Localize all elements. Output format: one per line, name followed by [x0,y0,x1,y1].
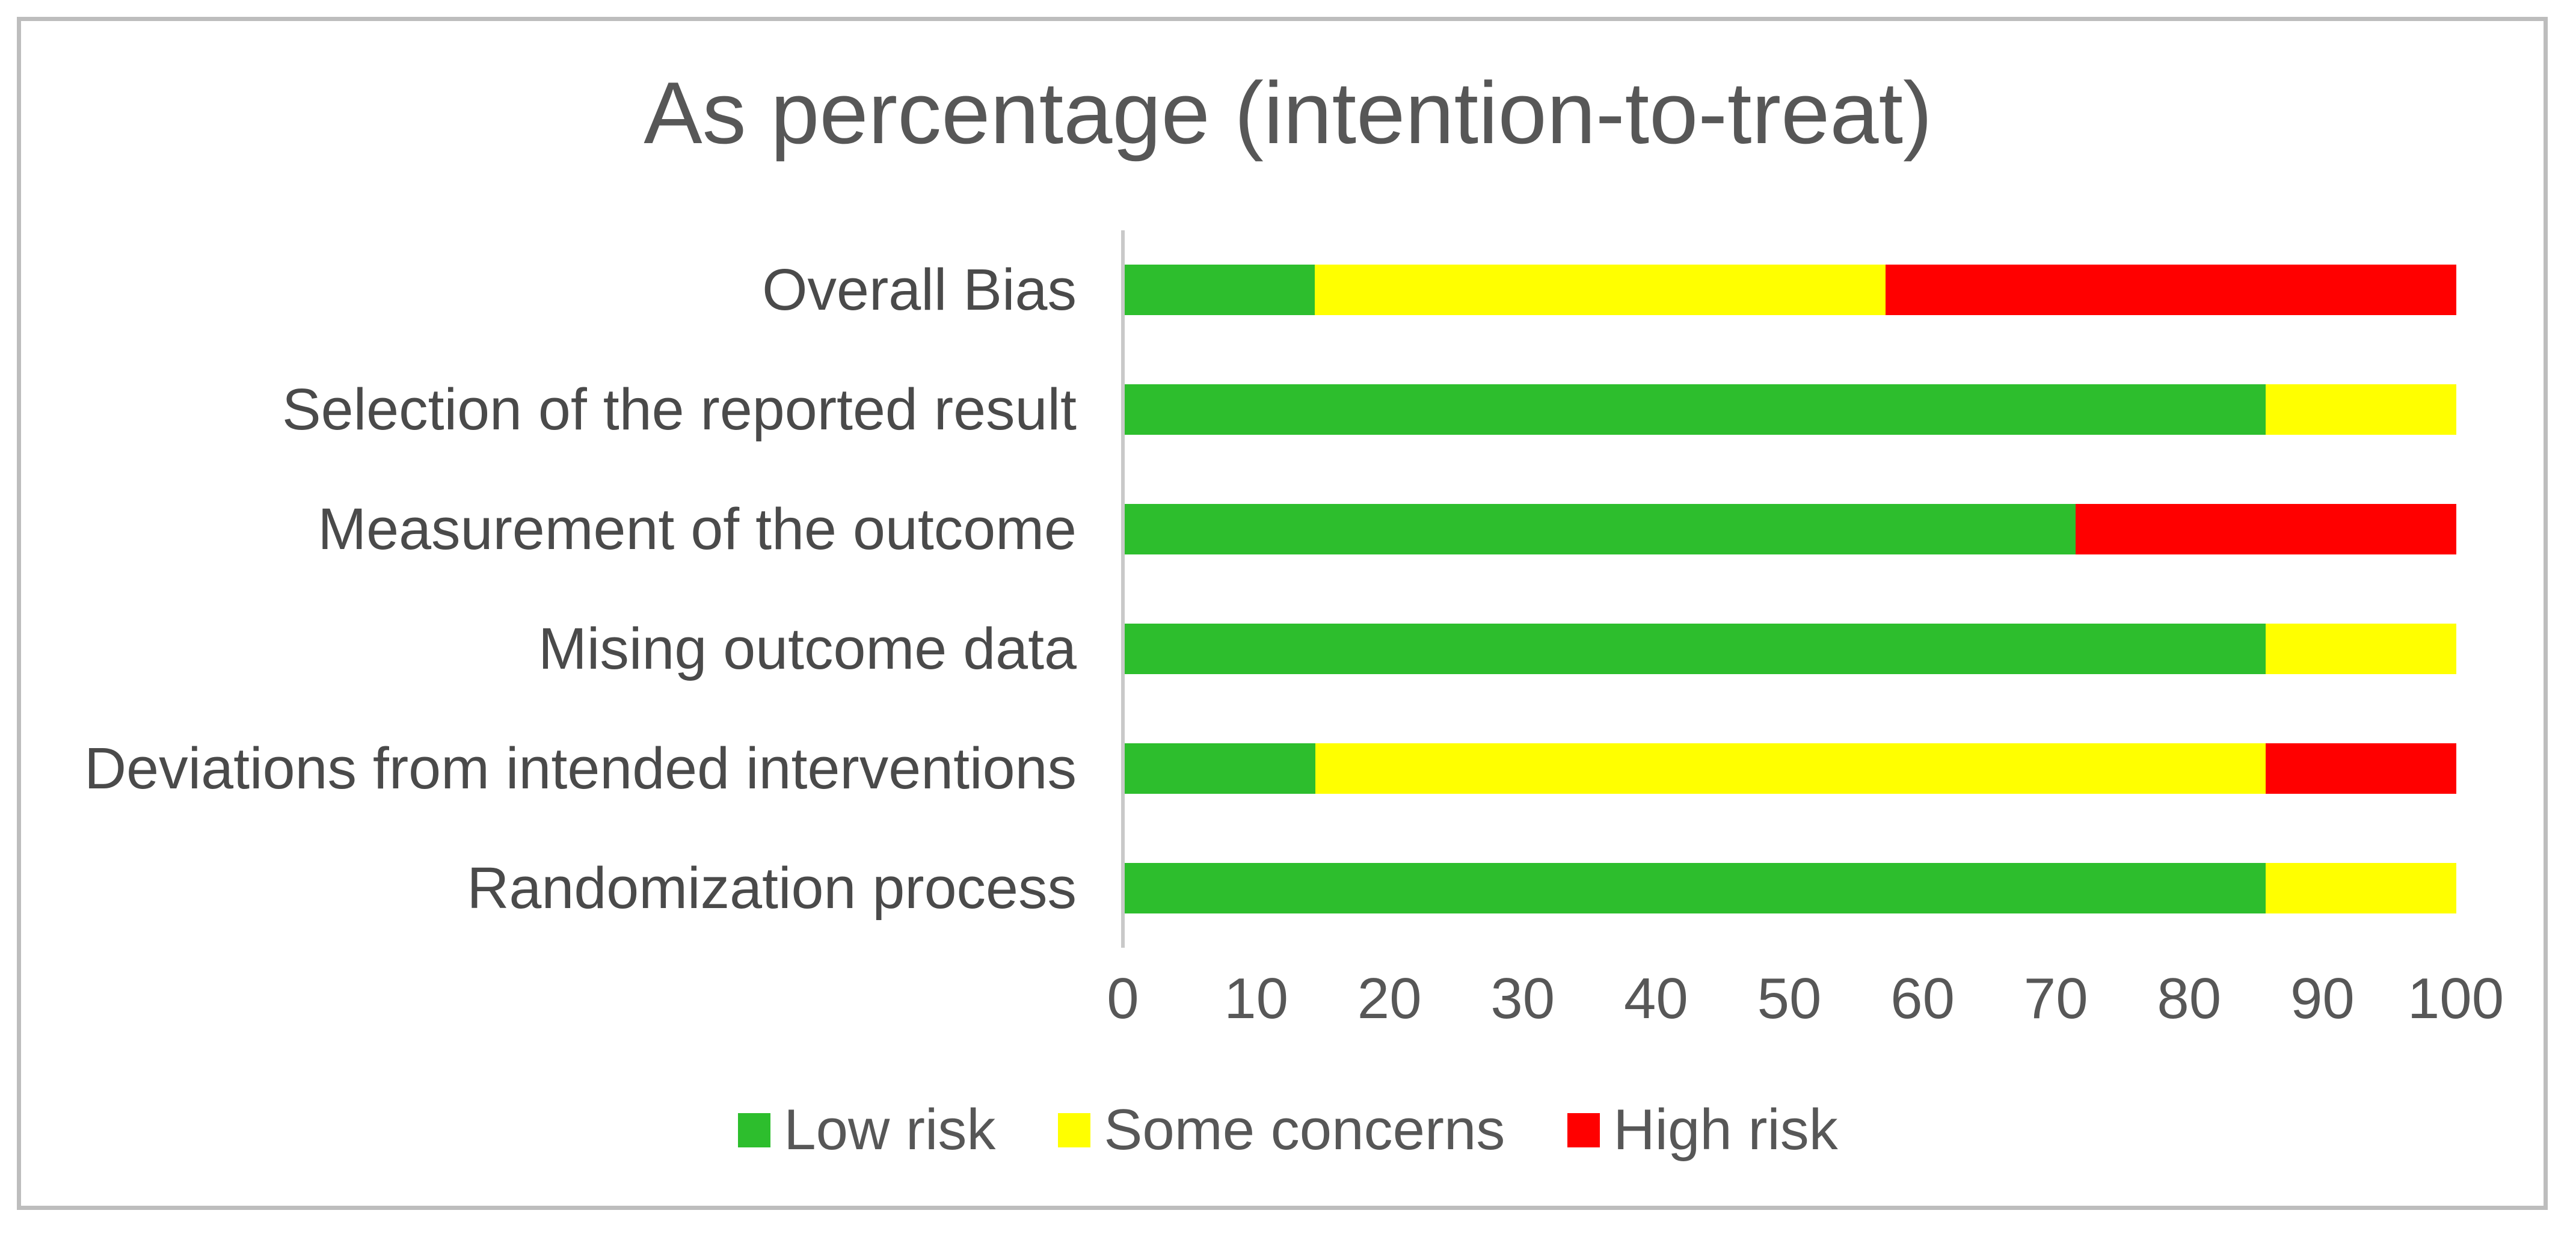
legend-item-low-risk: Low risk [738,1097,995,1163]
bar-segment-low-risk [1125,623,2266,674]
bar-segment-high-risk [1886,265,2456,316]
category-label: Randomization process [467,855,1077,921]
bar-segment-low-risk [1125,504,2076,555]
legend-item-high-risk: High risk [1567,1097,1838,1163]
x-tick-label: 0 [1107,966,1139,1031]
bar-row [1125,504,2456,555]
x-tick-label: 50 [1757,966,1822,1031]
bar-row [1125,384,2456,435]
bar-segment-low-risk [1125,743,1315,794]
legend: Low risk Some concerns High risk [0,1097,2576,1163]
bar-row [1125,862,2456,913]
bar-segment-low-risk [1125,265,1315,316]
category-label: Deviations from intended interventions [84,735,1077,801]
x-tick-label: 70 [2023,966,2088,1031]
category-label: Overall Bias [762,257,1077,323]
x-tick-label: 80 [2157,966,2222,1031]
x-tick-label: 100 [2407,966,2504,1031]
bar-segment-some-concerns [2266,384,2456,435]
legend-label: High risk [1613,1097,1838,1162]
category-label: Measurement of the outcome [318,496,1077,562]
bar-segment-low-risk [1125,862,2266,913]
bar-segment-some-concerns [2266,623,2456,674]
bar-row [1125,743,2456,794]
legend-label: Some concerns [1104,1097,1505,1162]
x-tick-label: 10 [1224,966,1288,1031]
bar-segment-some-concerns [2266,862,2456,913]
legend-item-some-concerns: Some concerns [1058,1097,1505,1163]
x-tick-label: 30 [1490,966,1555,1031]
bar-row [1125,265,2456,316]
category-label: Mising outcome data [538,615,1077,681]
legend-swatch-high-risk [1567,1113,1600,1147]
bar-segment-low-risk [1125,384,2266,435]
x-tick-label: 60 [1890,966,1955,1031]
x-tick-label: 20 [1357,966,1422,1031]
y-axis-line [1121,230,1125,948]
category-label: Selection of the reported result [281,376,1077,443]
bar-segment-some-concerns [1315,265,1886,316]
legend-label: Low risk [784,1097,996,1162]
bar-row [1125,623,2456,674]
legend-swatch-some-concerns [1058,1113,1091,1147]
bar-segment-high-risk [2075,504,2456,555]
bar-segment-some-concerns [1315,743,2266,794]
x-tick-label: 40 [1624,966,1688,1031]
bar-segment-high-risk [2266,743,2456,794]
chart-frame [17,17,2548,1210]
legend-swatch-low-risk [738,1113,771,1147]
chart-title: As percentage (intention-to-treat) [644,64,1932,162]
x-tick-label: 90 [2290,966,2355,1031]
